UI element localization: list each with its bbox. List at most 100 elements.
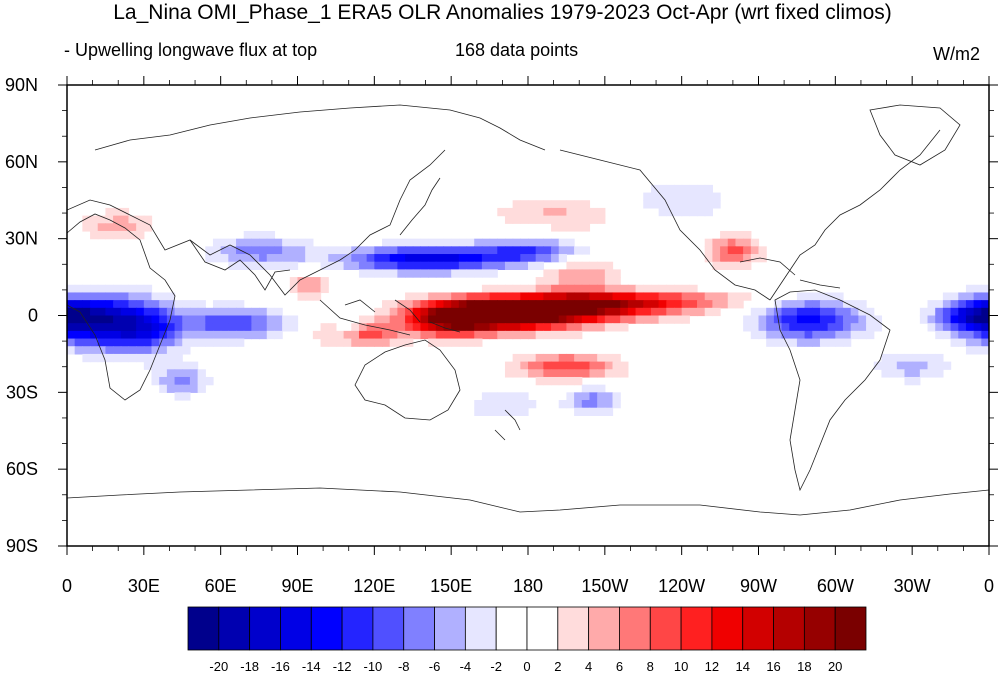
anomaly-cell <box>320 323 329 332</box>
colorbar-label: -2 <box>490 659 502 674</box>
coastline-arabia-india <box>189 239 291 291</box>
anomaly-cell <box>481 407 491 416</box>
colorbar-label: 6 <box>616 659 623 674</box>
anomaly-cell <box>581 300 591 309</box>
anomaly-cell <box>182 300 191 309</box>
anomaly-cell <box>159 346 168 355</box>
anomaly-cell <box>843 323 852 332</box>
anomaly-cell <box>428 238 437 247</box>
anomaly-cell <box>712 292 721 301</box>
anomaly-cell <box>228 261 237 270</box>
anomaly-cell <box>335 338 345 347</box>
anomaly-cell <box>243 246 252 255</box>
anomaly-cell <box>858 330 867 340</box>
anomaly-cell <box>597 261 606 270</box>
anomaly-cell <box>535 330 544 340</box>
anomaly-cell <box>412 323 422 332</box>
anomaly-cell <box>120 215 130 224</box>
anomaly-cell <box>474 238 483 247</box>
anomaly-cell <box>74 300 83 309</box>
anomaly-cell <box>589 369 598 378</box>
anomaly-cell <box>574 261 583 270</box>
anomaly-cell <box>750 323 760 332</box>
anomaly-cell <box>627 307 637 317</box>
anomaly-cell <box>113 292 122 301</box>
anomaly-cell <box>558 246 568 255</box>
anomaly-cell <box>950 330 959 340</box>
anomaly-cell <box>189 307 199 317</box>
colorbar-swatch <box>834 606 867 651</box>
anomaly-cell <box>174 315 183 324</box>
anomaly-cell <box>973 315 982 324</box>
anomaly-cell <box>120 284 130 294</box>
anomaly-cell <box>981 315 989 324</box>
anomaly-cell <box>343 254 352 263</box>
anomaly-cell <box>850 330 859 340</box>
anomaly-cell <box>481 246 491 255</box>
anomaly-cell <box>658 315 667 324</box>
anomaly-cell <box>497 330 506 340</box>
coastline-gulf-mexico <box>739 257 841 289</box>
anomaly-cell <box>328 330 337 340</box>
anomaly-cell <box>773 330 783 340</box>
anomaly-cell <box>159 300 168 309</box>
colorbar-swatch <box>619 606 651 651</box>
anomaly-cell <box>766 330 775 340</box>
anomaly-cell <box>827 307 836 317</box>
anomaly-cell <box>551 323 560 332</box>
anomaly-cell <box>159 384 168 393</box>
anomaly-cell <box>543 300 552 309</box>
anomaly-cell <box>597 315 606 324</box>
anomaly-cell <box>405 246 414 255</box>
anomaly-cell <box>266 315 276 324</box>
anomaly-cell <box>113 230 122 240</box>
anomaly-cell <box>973 330 982 340</box>
anomaly-cell <box>282 254 291 263</box>
anomaly-cell <box>504 261 514 270</box>
anomaly-cell <box>458 238 468 247</box>
anomaly-cell <box>182 346 191 355</box>
anomaly-cell <box>497 254 506 263</box>
anomaly-cell <box>604 392 614 401</box>
axis-ticks: 0 30E 60E 90E 120E 150E 180 150W 120W 90W 60W 30W 0 9… <box>5 75 998 596</box>
anomaly-cell <box>758 307 767 317</box>
colorbar-swatch <box>218 606 251 651</box>
anomaly-cell <box>551 292 560 301</box>
anomaly-cell <box>412 307 422 317</box>
anomaly-cell <box>681 307 690 317</box>
anomaly-cell <box>958 323 967 332</box>
anomaly-cell <box>405 315 414 324</box>
anomaly-cell <box>689 292 698 301</box>
anomaly-cell <box>581 277 591 286</box>
anomaly-cell <box>136 353 145 363</box>
anomaly-cell <box>243 330 252 340</box>
anomaly-cell <box>358 323 368 332</box>
anomaly-cell <box>320 284 329 294</box>
anomaly-cell <box>228 238 237 247</box>
anomaly-cell <box>220 338 229 347</box>
anomaly-cell <box>474 407 483 416</box>
anomaly-cell <box>435 292 445 301</box>
anomaly-cell <box>182 384 191 393</box>
anomaly-cell <box>205 307 214 317</box>
anomaly-cell <box>189 323 199 332</box>
anomaly-cell <box>497 246 506 255</box>
anomaly-cell <box>358 246 368 255</box>
anomaly-cell <box>351 261 360 270</box>
anomaly-cell <box>789 300 798 309</box>
anomaly-cell <box>420 330 429 340</box>
anomaly-cell <box>566 246 575 255</box>
anomaly-cell <box>704 254 713 263</box>
anomaly-cell <box>743 254 752 263</box>
anomaly-cell <box>635 300 644 309</box>
anomaly-cell <box>543 215 552 224</box>
anomaly-cell <box>489 246 498 255</box>
anomaly-cell <box>328 261 337 270</box>
anomaly-cell <box>105 230 114 240</box>
anomaly-cell <box>504 400 514 409</box>
coastline-north-america <box>559 129 941 301</box>
anomaly-cell <box>504 323 514 332</box>
anomaly-cell <box>620 292 629 301</box>
anomaly-cell <box>466 254 475 263</box>
anomaly-cell <box>397 261 406 270</box>
